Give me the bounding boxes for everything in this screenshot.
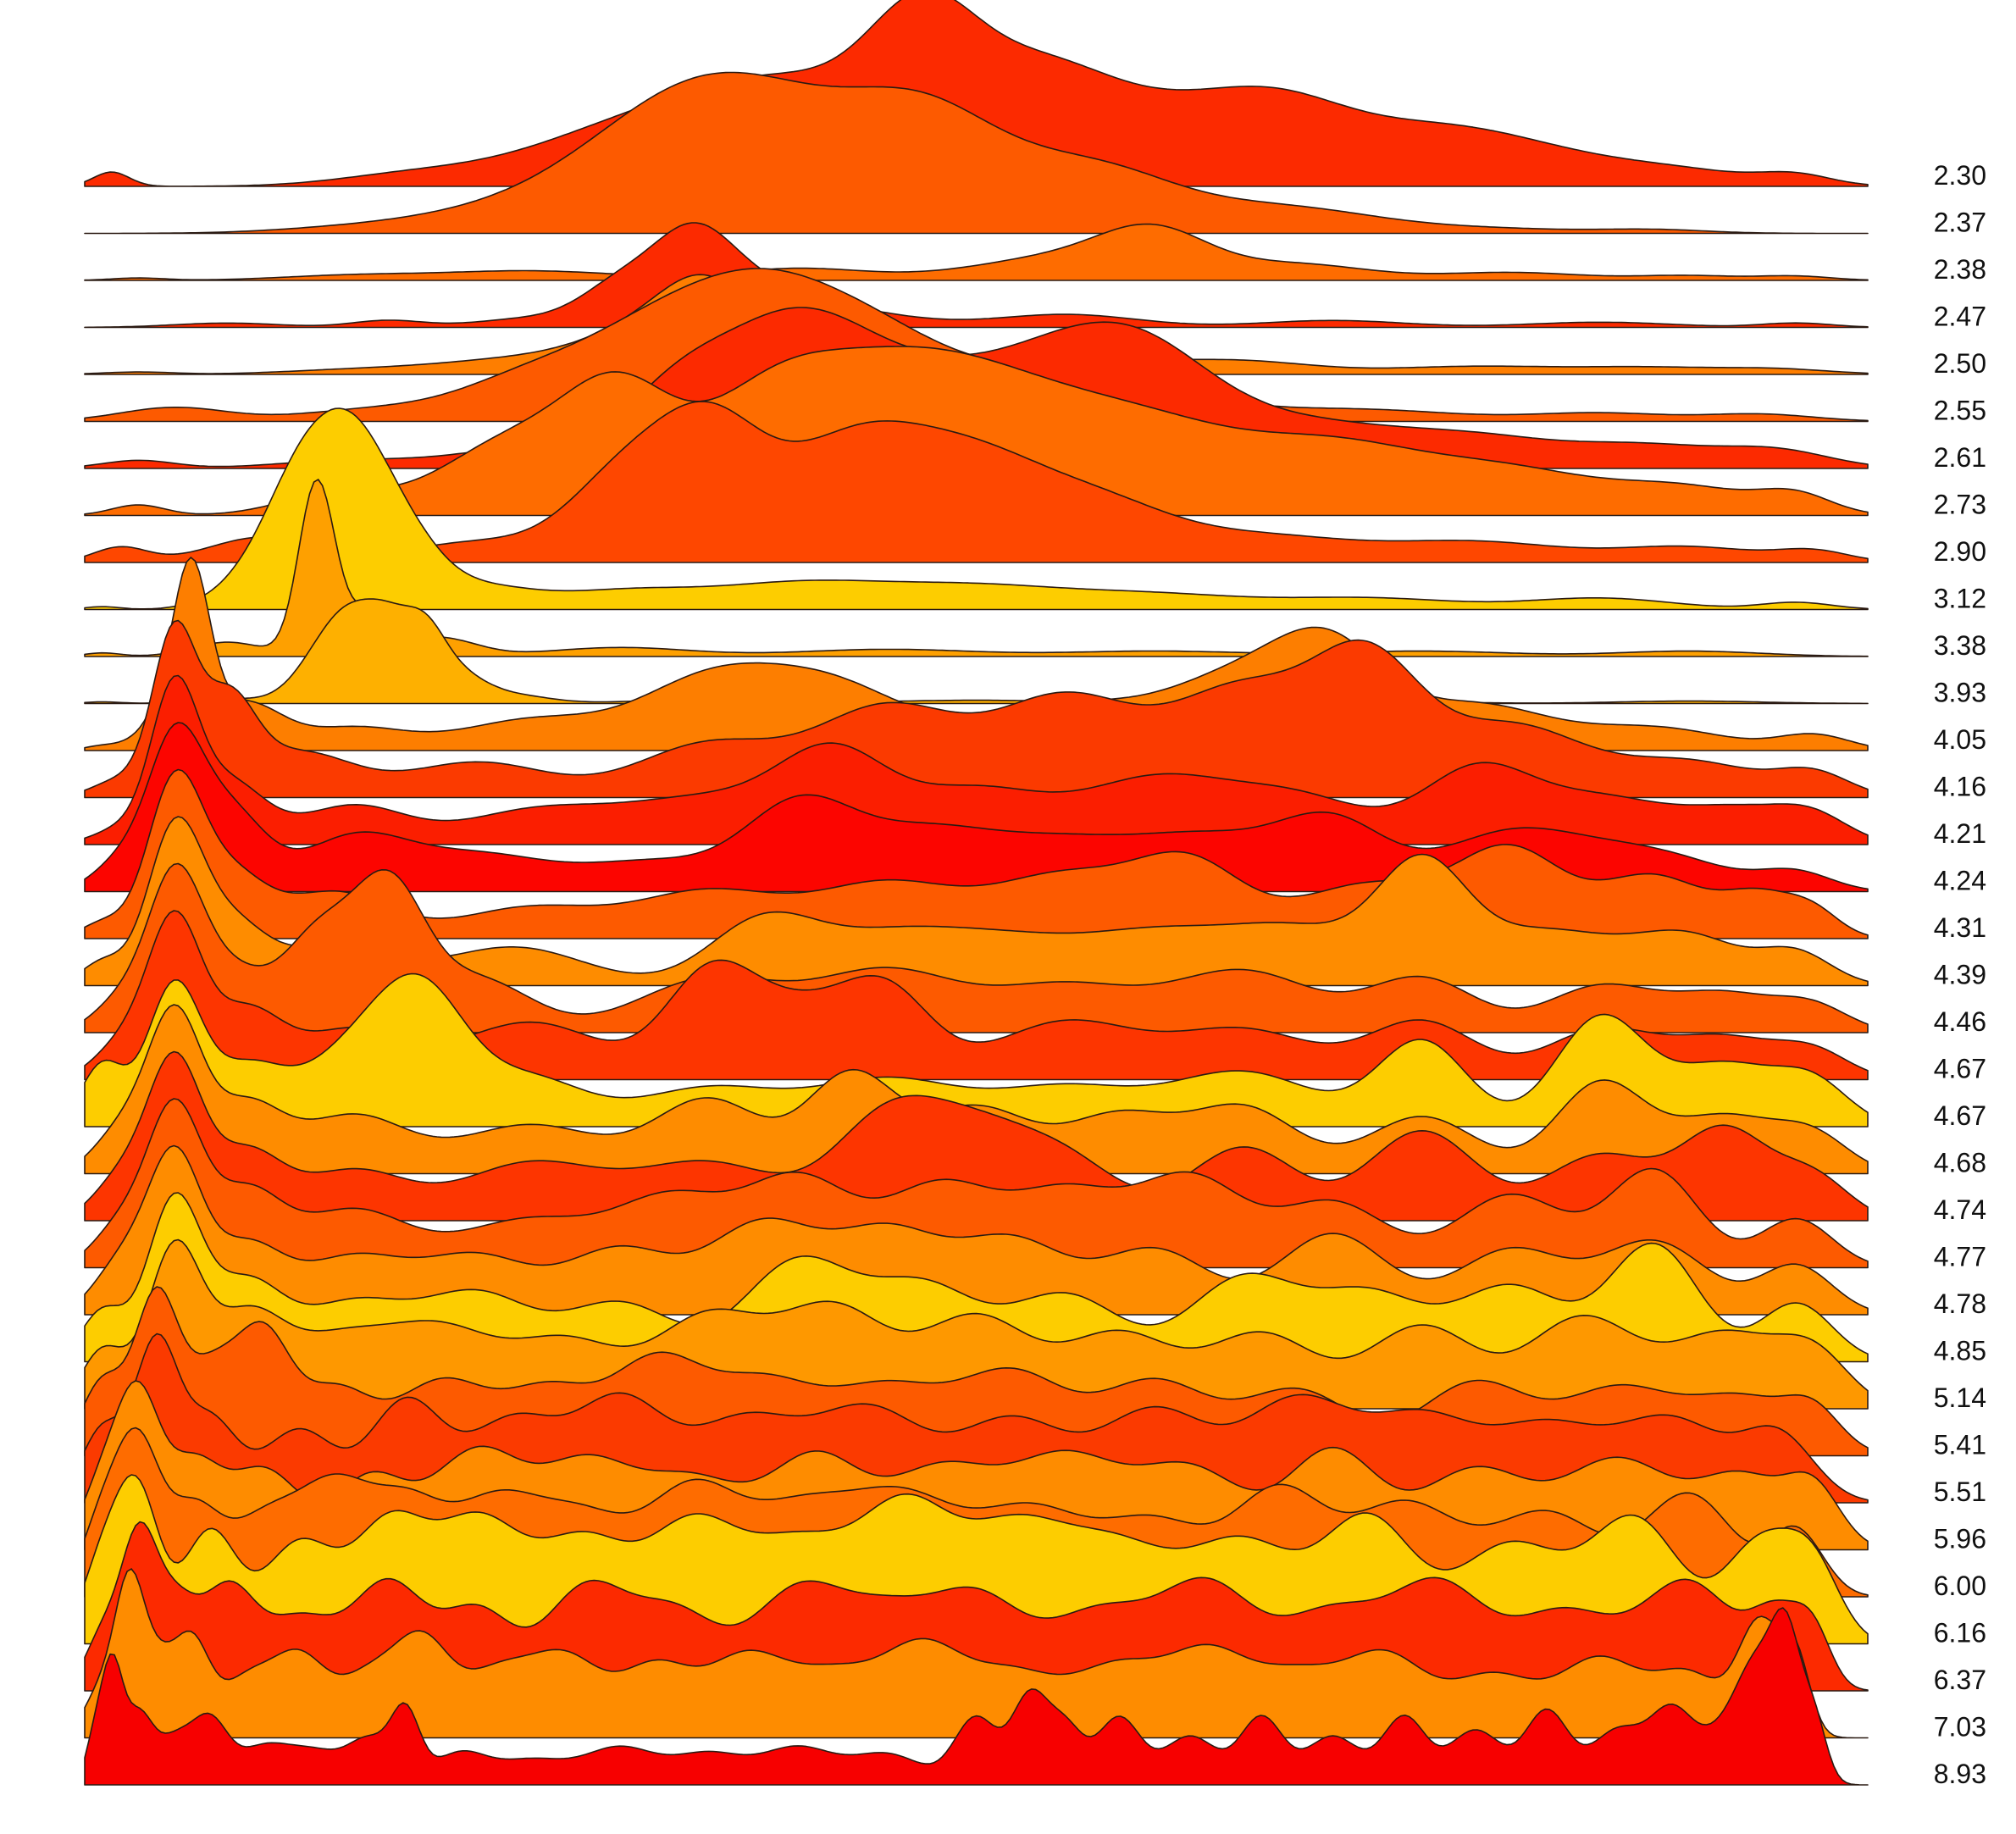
row-label-29: 5.96 <box>1934 1524 1986 1554</box>
row-label-25: 4.85 <box>1934 1336 1986 1366</box>
ridge-18 <box>84 862 1869 1033</box>
row-label-30: 6.00 <box>1934 1571 1986 1601</box>
row-label-11: 3.93 <box>1934 678 1986 708</box>
row-label-24: 4.78 <box>1934 1288 1986 1319</box>
ridge-23 <box>84 1098 1869 1269</box>
ridge-13 <box>84 619 1869 799</box>
ridge-24 <box>84 1144 1869 1316</box>
row-label-18: 4.46 <box>1934 1006 1986 1037</box>
ridge-3 <box>84 222 1869 329</box>
row-label-33: 7.03 <box>1934 1712 1986 1743</box>
ridge-2 <box>84 223 1869 281</box>
ridge-15 <box>84 722 1869 893</box>
row-labels-group: 2.30 2.37 2.38 2.47 2.50 2.55 2.61 2.73 2.90 3.12… <box>1934 160 1986 1789</box>
row-label-17: 4.39 <box>1934 960 1986 990</box>
row-label-23: 4.77 <box>1934 1242 1986 1272</box>
ridge-28 <box>84 1333 1869 1504</box>
row-label-8: 2.90 <box>1934 536 1986 567</box>
row-label-15: 4.24 <box>1934 866 1986 896</box>
row-label-5: 2.55 <box>1934 396 1986 426</box>
ridge-34 <box>84 1607 1869 1786</box>
row-label-2: 2.38 <box>1934 254 1986 285</box>
row-label-6: 2.61 <box>1934 442 1986 473</box>
ridge-9 <box>84 407 1869 611</box>
row-label-26: 5.14 <box>1934 1382 1986 1413</box>
row-label-4: 2.50 <box>1934 348 1986 379</box>
row-label-34: 8.93 <box>1934 1759 1986 1789</box>
row-label-32: 6.37 <box>1934 1665 1986 1695</box>
ridge-14 <box>84 674 1869 845</box>
row-label-22: 4.74 <box>1934 1194 1986 1225</box>
row-label-19: 4.67 <box>1934 1054 1986 1084</box>
row-label-13: 4.16 <box>1934 772 1986 802</box>
row-label-9: 3.12 <box>1934 584 1986 614</box>
row-label-7: 2.73 <box>1934 490 1986 520</box>
ridge-20 <box>84 972 1869 1128</box>
ridges-group <box>84 0 1869 1786</box>
row-label-10: 3.38 <box>1934 630 1986 661</box>
row-label-20: 4.67 <box>1934 1100 1986 1131</box>
row-label-27: 5.41 <box>1934 1430 1986 1460</box>
row-label-21: 4.68 <box>1934 1148 1986 1178</box>
ridge-32 <box>84 1521 1869 1692</box>
ridge-33 <box>84 1568 1869 1739</box>
row-label-14: 4.21 <box>1934 818 1986 849</box>
row-label-1: 2.37 <box>1934 208 1986 238</box>
ridge-1 <box>84 71 1869 235</box>
ridge-0 <box>84 0 1869 187</box>
ridge-26 <box>84 1238 1869 1410</box>
ridge-22 <box>84 1050 1869 1222</box>
ridge-25 <box>84 1192 1869 1363</box>
row-label-31: 6.16 <box>1934 1618 1986 1648</box>
row-label-0: 2.30 <box>1934 160 1986 191</box>
row-label-28: 5.51 <box>1934 1477 1986 1507</box>
ridge-11 <box>84 598 1869 705</box>
row-label-16: 4.31 <box>1934 912 1986 943</box>
row-label-12: 4.05 <box>1934 724 1986 755</box>
row-label-3: 2.47 <box>1934 302 1986 332</box>
